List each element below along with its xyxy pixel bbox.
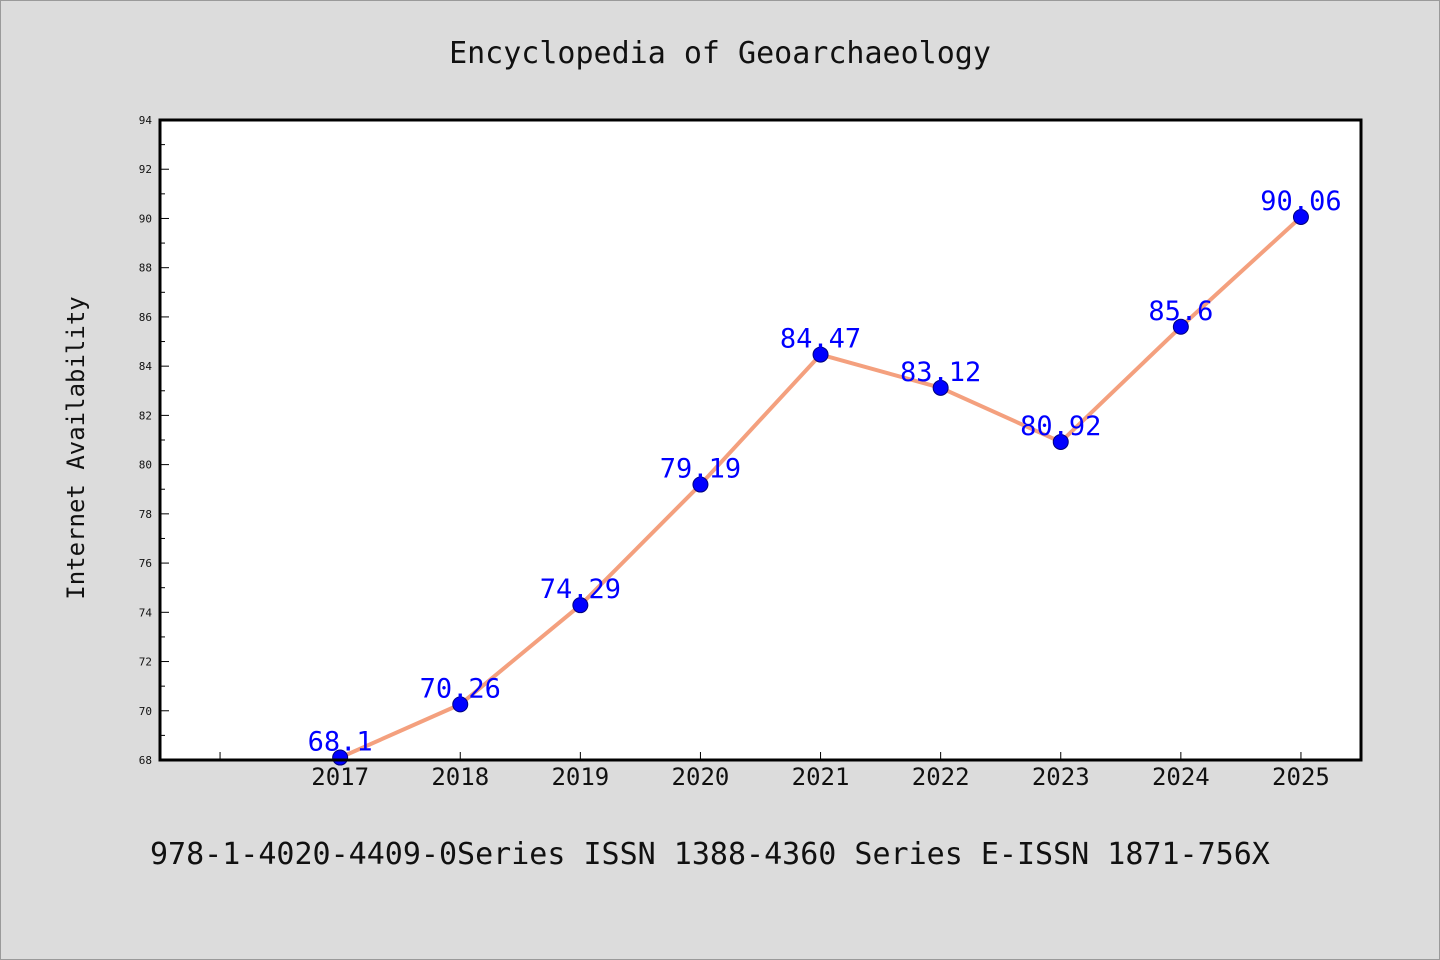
y-tick-label: 92 bbox=[139, 163, 152, 176]
y-tick-label: 84 bbox=[139, 360, 153, 373]
data-label: 68.1 bbox=[308, 727, 373, 758]
y-tick-label: 80 bbox=[139, 459, 152, 472]
data-point bbox=[452, 696, 469, 713]
y-tick-label: 68 bbox=[139, 754, 152, 767]
y-tick-label: 90 bbox=[139, 212, 152, 225]
data-label: 74.29 bbox=[540, 574, 621, 605]
data-label: 85.6 bbox=[1148, 296, 1213, 327]
x-tick-label: 2024 bbox=[1152, 763, 1210, 791]
data-label: 83.12 bbox=[900, 357, 981, 388]
x-tick-label: 2025 bbox=[1272, 763, 1330, 791]
data-point bbox=[1292, 208, 1309, 225]
x-tick-label: 2021 bbox=[792, 763, 850, 791]
y-tick-label: 82 bbox=[139, 409, 152, 422]
data-label: 80.92 bbox=[1020, 411, 1101, 442]
y-tick-label: 74 bbox=[139, 606, 153, 619]
data-point bbox=[692, 476, 709, 493]
plot-area bbox=[160, 120, 1361, 760]
x-tick-label: 2019 bbox=[551, 763, 609, 791]
series-layer: 68.1 70.26 74.29 79.19 84.47 83.12 80.92 85.6 90… bbox=[308, 186, 1342, 766]
x-tick-label: 2018 bbox=[431, 763, 489, 791]
chart-title: Encyclopedia of Geoarchaeology bbox=[449, 36, 991, 71]
data-label: 79.19 bbox=[660, 454, 741, 485]
data-label: 84.47 bbox=[780, 324, 861, 355]
data-label: 70.26 bbox=[420, 673, 501, 704]
y-tick-label: 76 bbox=[139, 557, 152, 570]
y-axis-ticks: 68 70 72 74 76 78 80 82 84 86 88 90 92 94 bbox=[139, 114, 169, 767]
data-point bbox=[1172, 318, 1189, 335]
x-tick-label: 2017 bbox=[311, 763, 369, 791]
y-tick-label: 72 bbox=[139, 656, 152, 669]
data-point bbox=[572, 597, 589, 614]
data-point bbox=[1052, 433, 1069, 450]
y-tick-label: 94 bbox=[139, 114, 153, 127]
data-point bbox=[932, 379, 949, 396]
data-label: 90.06 bbox=[1260, 186, 1341, 217]
y-tick-label: 78 bbox=[139, 508, 152, 521]
y-tick-label: 86 bbox=[139, 311, 152, 324]
y-tick-label: 88 bbox=[139, 262, 152, 275]
x-axis-ticks: 2017 2018 2019 2020 2021 2022 2023 2024 2025 bbox=[219, 752, 1330, 791]
x-tick-label: 2022 bbox=[912, 763, 970, 791]
y-axis-label: Internet Availability bbox=[62, 296, 90, 599]
footer-text: 978-1-4020-4409-0Series ISSN 1388-4360 S… bbox=[150, 837, 1270, 872]
data-point bbox=[812, 346, 829, 363]
plot-border bbox=[158, 118, 1363, 762]
y-tick-label: 70 bbox=[139, 705, 152, 718]
x-tick-label: 2023 bbox=[1032, 763, 1090, 791]
x-tick-label: 2020 bbox=[672, 763, 730, 791]
